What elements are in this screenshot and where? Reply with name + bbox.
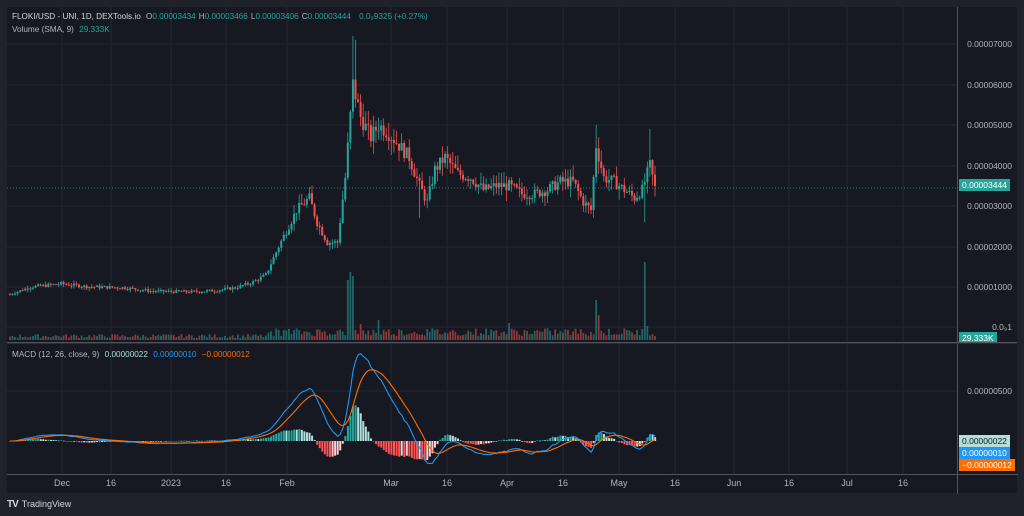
price-axis[interactable]: 0.00007000 0.00006000 0.00005000 0.00004000… [957, 7, 1018, 344]
ohlc-key-c: C [301, 12, 308, 21]
macd-line-value: 0.00000010 [153, 350, 197, 359]
ohlc-key-l: L [250, 12, 256, 21]
volume-label[interactable]: Volume (SMA, 9) [12, 25, 74, 34]
price-axis-tick: 0.00007000 [967, 39, 1012, 49]
ohlc-key-h: H [198, 12, 205, 21]
volume-tag: 29.333K [959, 332, 997, 344]
volume-legend: Volume (SMA, 9) 29.333K [12, 25, 113, 34]
price-axis-tick: 0.0₉1 [992, 322, 1012, 332]
macd-signal-value: −0.00000012 [201, 350, 250, 359]
macd-line-tag: 0.00000010 [959, 447, 1010, 459]
time-axis-label: 16 [897, 478, 909, 488]
time-axis-label: Mar [383, 478, 399, 488]
macd-legend: MACD (12, 26, close, 9) 0.00000022 0.000… [12, 350, 253, 359]
volume-value: 29.333K [79, 25, 110, 34]
macd-pane[interactable]: MACD (12, 26, close, 9) 0.00000022 0.000… [7, 344, 957, 474]
candles [8, 35, 657, 296]
time-axis-label: Apr [499, 478, 515, 488]
price-axis-tick: 0.00005000 [967, 120, 1012, 130]
time-axis-label: Jul [841, 478, 853, 488]
time-axis[interactable]: Dec 16 2023 16 Feb Mar 16 Apr 16 May 16 Jun 16 Jul 16 [7, 474, 957, 494]
symbol-legend: FLOKI/USD - UNI, 1D, DEXTools.io O0.0000… [12, 12, 431, 21]
time-axis-label: Jun [726, 478, 742, 488]
chart-frame: FLOKI/USD - UNI, 1D, DEXTools.io O0.0000… [7, 7, 1018, 494]
ohlc-value-c: 0.00003444 [307, 12, 351, 21]
macd-axis[interactable]: 0.00000500 0.00000022 0.00000010 −0.0000… [957, 344, 1018, 474]
ohlc-values: O0.00003434 H0.00003466 L0.00003406 C0.0000… [146, 12, 354, 21]
price-axis-tick: 0.00003000 [967, 201, 1012, 211]
volume-bars [9, 262, 656, 340]
macd-histogram [9, 405, 657, 461]
price-pane[interactable]: FLOKI/USD - UNI, 1D, DEXTools.io O0.0000… [7, 7, 957, 342]
time-axis-label: May [610, 478, 628, 488]
time-axis-label: 16 [220, 478, 232, 488]
ohlc-value-h: 0.00003466 [204, 12, 248, 21]
time-axis-label: 16 [441, 478, 453, 488]
ohlc-value-o: 0.00003434 [152, 12, 196, 21]
price-axis-tick: 0.00006000 [967, 80, 1012, 90]
ohlc-value-l: 0.00003406 [255, 12, 299, 21]
time-axis-label: 16 [557, 478, 569, 488]
change-value: 0.0₉9325 (+0.27%) [359, 12, 428, 21]
signal-line [10, 369, 656, 454]
tradingview-brand[interactable]: TradingView [21, 499, 72, 509]
macd-line [10, 353, 656, 465]
tradingview-logo-icon[interactable]: TV [7, 498, 19, 510]
footer: TV TradingView [7, 497, 71, 511]
ohlc-key-o: O [146, 12, 153, 21]
pane-separator[interactable] [7, 342, 1017, 344]
macd-label[interactable]: MACD (12, 26, close, 9) [12, 350, 100, 359]
time-axis-label: 16 [669, 478, 681, 488]
symbol-title[interactable]: FLOKI/USD - UNI, 1D, DEXTools.io [12, 12, 141, 21]
macd-hist-tag: 0.00000022 [959, 435, 1010, 447]
last-price-tag: 0.00003444 [959, 179, 1010, 191]
macd-signal-tag: −0.00000012 [959, 459, 1015, 471]
time-axis-label: Feb [279, 478, 295, 488]
time-axis-label: 16 [783, 478, 795, 488]
pane-separator-line [7, 342, 1017, 343]
candlestick-chart[interactable] [7, 7, 957, 342]
price-axis-tick: 0.00002000 [967, 242, 1012, 252]
axis-corner [957, 474, 1018, 494]
macd-hist-value: 0.00000022 [104, 350, 148, 359]
price-axis-tick: 0.00001000 [967, 282, 1012, 292]
time-axis-label: 2023 [160, 478, 182, 488]
macd-axis-tick: 0.00000500 [967, 386, 1012, 396]
price-axis-tick: 0.00004000 [967, 161, 1012, 171]
time-axis-label: Dec [53, 478, 71, 488]
time-axis-label: 16 [105, 478, 117, 488]
macd-chart[interactable] [7, 344, 957, 474]
